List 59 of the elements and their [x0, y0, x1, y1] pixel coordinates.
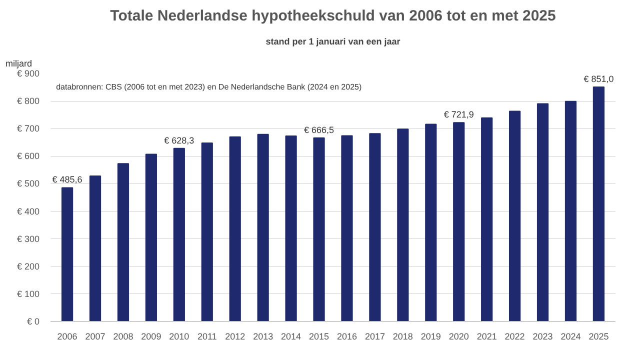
x-tick-label: 2020: [448, 332, 469, 342]
bar: [201, 142, 213, 322]
annotation: databronnen: CBS (2006 tot en met 2023) en De Nederlandsche Bank (2024 en 2025): [56, 82, 362, 92]
data-label: € 666,5: [304, 124, 334, 135]
bar: [341, 135, 353, 322]
x-tick-label: 2018: [392, 332, 413, 342]
y-tick-label: € 400: [16, 206, 40, 216]
data-label: € 628,3: [164, 135, 194, 146]
bar: [257, 134, 269, 322]
x-tick-label: 2013: [253, 332, 274, 342]
bar: [564, 100, 577, 322]
x-tick-label: 2012: [225, 332, 246, 342]
bar: [481, 117, 493, 322]
data-label: € 851,0: [584, 74, 614, 84]
y-tick-label: € 600: [16, 151, 40, 162]
x-tick-label: 2016: [336, 332, 358, 342]
x-tick-label: 2023: [532, 332, 553, 342]
chart-title: Totale Nederlandse hypotheekschuld van 2006 tot en met 2025: [110, 8, 556, 24]
x-tick-label: 2010: [169, 332, 190, 342]
bar: [173, 148, 185, 322]
y-axis-title: miljard: [6, 58, 32, 68]
y-tick-label: € 0: [26, 316, 40, 326]
bar: [89, 176, 102, 322]
y-tick-label: € 700: [16, 124, 40, 134]
x-tick-label: 2019: [420, 332, 441, 342]
bar: [453, 122, 465, 322]
x-tick-label: 2014: [281, 332, 302, 342]
x-tick-label: 2025: [588, 332, 609, 342]
x-tick-label: 2015: [309, 332, 330, 342]
bar: [592, 86, 605, 322]
data-label: € 721,9: [444, 110, 474, 120]
bar: [229, 136, 241, 322]
y-tick-label: € 200: [16, 261, 40, 272]
x-tick-label: 2007: [85, 332, 106, 342]
x-tick-label: 2024: [560, 332, 581, 342]
bar: [369, 133, 381, 322]
x-tick-label: 2006: [57, 332, 78, 342]
bar: [117, 163, 130, 322]
bar: [145, 154, 158, 322]
y-tick-label: € 100: [16, 288, 40, 299]
y-tick-label: € 300: [16, 234, 40, 244]
bar: [425, 124, 437, 322]
x-tick-label: 2022: [504, 332, 525, 342]
y-tick-label: € 900: [16, 68, 40, 78]
y-tick-label: € 800: [16, 96, 40, 106]
bar: [313, 137, 325, 322]
x-tick-label: 2008: [113, 332, 134, 342]
bar: [397, 128, 409, 322]
x-tick-label: 2009: [141, 332, 162, 342]
y-tick-label: € 500: [16, 178, 40, 189]
bar: [61, 187, 74, 322]
bar: [508, 110, 521, 322]
x-tick-label: 2017: [364, 332, 385, 342]
bar: [536, 103, 549, 322]
x-tick-label: 2021: [476, 332, 497, 342]
data-label: € 485,6: [52, 174, 82, 185]
x-tick-label: 2011: [197, 332, 217, 342]
bar: [285, 136, 297, 322]
chart-subtitle: stand per 1 januari van een jaar: [266, 36, 401, 46]
